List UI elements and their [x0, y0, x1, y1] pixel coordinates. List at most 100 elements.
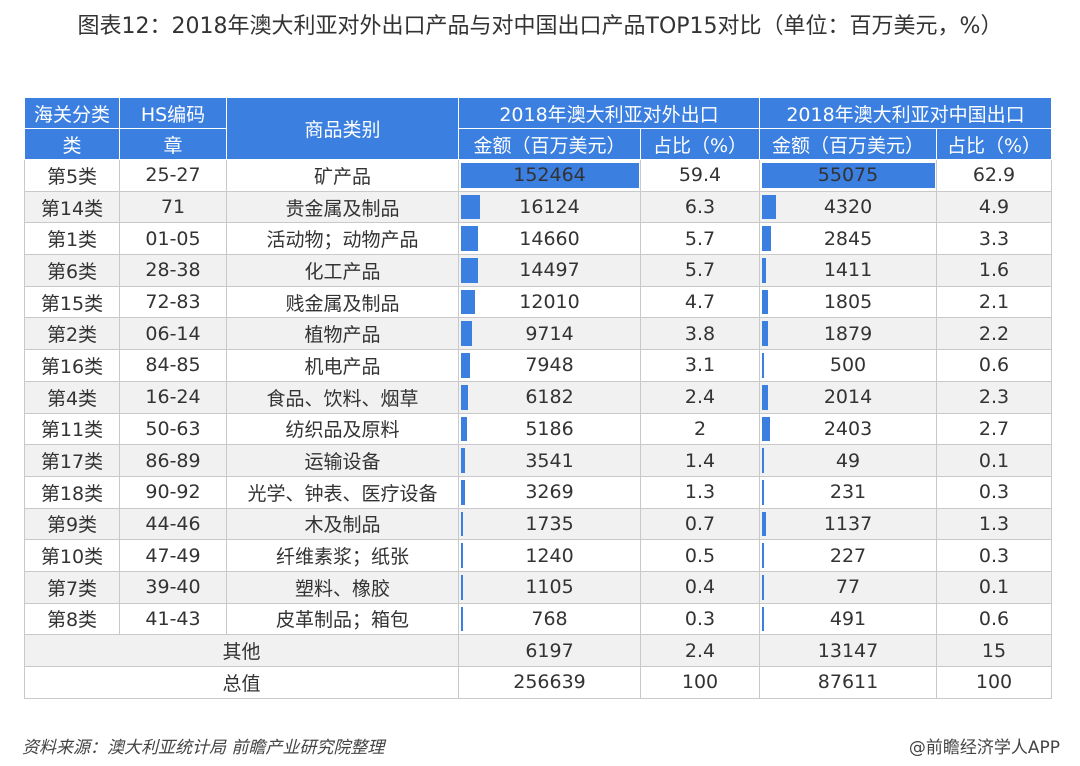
- row-total-amount: 16124: [458, 190, 641, 224]
- table-row: 第17类 86-89 运输设备 3541 1.4 49 0.1: [24, 444, 1052, 477]
- row-product: 木及制品: [226, 507, 459, 541]
- amount-value: 14497: [519, 259, 580, 282]
- amount-value: 6182: [525, 386, 574, 409]
- row-total-share: 1.3: [640, 475, 760, 509]
- row-total-share: 0.3: [640, 602, 760, 636]
- header-group-total-exports: 2018年澳大利亚对外出口: [458, 97, 760, 129]
- amount-value: 3269: [525, 481, 574, 504]
- row-category: 第15类: [24, 285, 120, 319]
- table-row: 第8类 41-43 皮革制品；箱包 768 0.3 491 0.6: [24, 602, 1052, 636]
- row-china-share: 0.6: [936, 349, 1052, 382]
- row-category: 第9类: [24, 507, 120, 541]
- amount-bar: [762, 194, 776, 220]
- amount-bar: [762, 543, 764, 568]
- row-total-share: 4.7: [640, 285, 760, 319]
- row-china-amount: 77: [759, 570, 937, 604]
- header-china-amount: 金额（百万美元）: [759, 128, 937, 160]
- row-category: 第5类: [24, 159, 120, 192]
- row-hs-code: 86-89: [119, 444, 227, 477]
- row-china-share: 2.3: [936, 380, 1052, 414]
- table-row: 第15类 72-83 贱金属及制品 12010 4.7 1805 2.1: [24, 285, 1052, 319]
- row-total-amount: 1105: [458, 570, 641, 604]
- other-china-amount: 13147: [759, 634, 937, 667]
- table-row: 第10类 47-49 纤维素浆；纸张 1240 0.5 227 0.3: [24, 539, 1052, 572]
- amount-bar: [461, 448, 466, 473]
- row-china-amount: 1137: [759, 507, 937, 541]
- header-group-china-exports: 2018年澳大利亚对中国出口: [759, 97, 1052, 129]
- row-total-share: 3.1: [640, 349, 760, 382]
- other-label: 其他: [24, 634, 459, 667]
- row-product: 光学、钟表、医疗设备: [226, 475, 459, 509]
- amount-value: 14660: [519, 227, 580, 250]
- header-product-category: 商品类别: [226, 97, 459, 160]
- row-china-share: 62.9: [936, 159, 1052, 192]
- row-total-amount: 12010: [458, 285, 641, 319]
- amount-bar: [461, 574, 463, 600]
- row-china-amount: 2014: [759, 380, 937, 414]
- source-note: 资料来源：澳大利亚统计局 前瞻产业研究院整理: [22, 738, 385, 758]
- amount-value: 152464: [513, 164, 586, 187]
- amount-bar: [762, 416, 770, 442]
- row-category: 第17类: [24, 444, 120, 477]
- row-china-share: 4.9: [936, 190, 1052, 224]
- row-hs-code: 72-83: [119, 285, 227, 319]
- table-row: 第2类 06-14 植物产品 9714 3.8 1879 2.2: [24, 317, 1052, 351]
- row-total-share: 1.4: [640, 444, 760, 477]
- amount-bar: [461, 163, 639, 188]
- row-total-amount: 5186: [458, 412, 641, 446]
- amount-bar: [762, 353, 764, 378]
- row-total-amount: 1735: [458, 507, 641, 541]
- other-china-share: 15: [936, 634, 1052, 667]
- amount-value: 12010: [519, 291, 580, 314]
- row-hs-code: 16-24: [119, 380, 227, 414]
- amount-bar: [461, 194, 480, 220]
- row-china-share: 0.6: [936, 602, 1052, 636]
- amount-bar: [461, 353, 471, 378]
- row-product: 运输设备: [226, 444, 459, 477]
- header-category-sub: 类: [24, 128, 120, 160]
- row-hs-code: 41-43: [119, 602, 227, 636]
- row-china-share: 0.1: [936, 444, 1052, 477]
- row-china-share: 2.2: [936, 317, 1052, 351]
- row-total-share: 2: [640, 412, 760, 446]
- sum-label: 总值: [24, 666, 459, 699]
- table-row: 第16类 84-85 机电产品 7948 3.1 500 0.6: [24, 349, 1052, 382]
- table-row: 第18类 90-92 光学、钟表、医疗设备 3269 1.3 231 0.3: [24, 475, 1052, 509]
- row-category: 第2类: [24, 317, 120, 351]
- sum-china-share: 100: [936, 666, 1052, 699]
- sum-total-amount: 256639: [458, 666, 641, 699]
- other-total-amount: 6197: [458, 634, 641, 667]
- amount-bar: [762, 226, 771, 252]
- row-total-share: 59.4: [640, 159, 760, 192]
- row-product: 食品、饮料、烟草: [226, 380, 459, 414]
- amount-bar: [762, 163, 935, 188]
- amount-bar: [762, 289, 768, 315]
- row-china-amount: 1879: [759, 317, 937, 351]
- row-total-amount: 1240: [458, 539, 641, 572]
- row-total-amount: 14497: [458, 254, 641, 287]
- table-row: 第1类 01-05 活动物；动物产品 14660 5.7 2845 3.3: [24, 222, 1052, 256]
- amount-bar: [461, 289, 476, 315]
- table-row: 第5类 25-27 矿产品 152464 59.4 55075 62.9: [24, 159, 1052, 192]
- amount-value: 49: [835, 449, 861, 472]
- amount-value: 55075: [817, 164, 879, 187]
- amount-value: 2845: [823, 227, 873, 250]
- row-china-share: 2.7: [936, 412, 1052, 446]
- row-product: 化工产品: [226, 254, 459, 287]
- row-product: 活动物；动物产品: [226, 222, 459, 256]
- row-category: 第6类: [24, 254, 120, 287]
- row-china-amount: 1411: [759, 254, 937, 287]
- row-china-share: 0.3: [936, 539, 1052, 572]
- amount-value: 1411: [823, 259, 873, 282]
- amount-bar: [762, 321, 768, 347]
- row-hs-code: 44-46: [119, 507, 227, 541]
- amount-value: 3541: [525, 449, 574, 472]
- row-hs-code: 25-27: [119, 159, 227, 192]
- amount-bar: [461, 226, 479, 252]
- header-category: 海关分类: [24, 97, 120, 129]
- amount-bar: [762, 448, 764, 473]
- amount-bar: [461, 479, 465, 505]
- amount-value: 7948: [525, 354, 574, 377]
- row-product: 贵金属及制品: [226, 190, 459, 224]
- amount-bar: [461, 258, 478, 283]
